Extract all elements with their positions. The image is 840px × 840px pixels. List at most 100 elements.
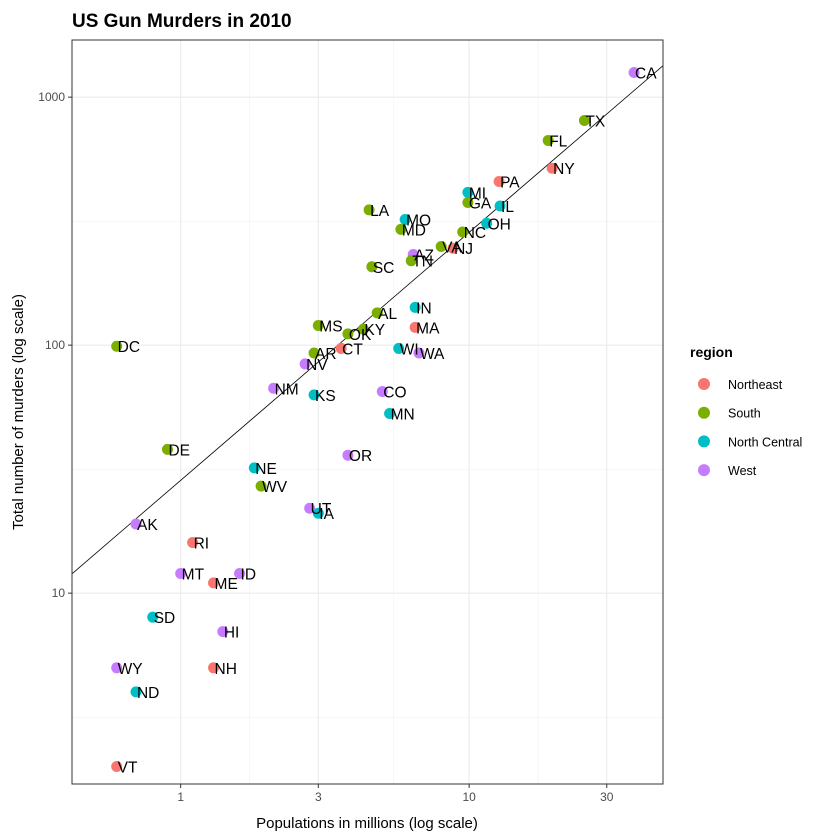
point-label-vt: VT: [118, 759, 138, 776]
data-point-va: [435, 240, 447, 252]
data-point-in: [409, 301, 421, 313]
point-label-nc: NC: [464, 225, 486, 242]
data-point-mi: [462, 186, 474, 198]
data-point-al: [371, 307, 383, 319]
point-label-va: VA: [442, 239, 462, 256]
data-point-hi: [217, 626, 229, 638]
point-label-la: LA: [370, 203, 390, 220]
data-point-oh: [481, 217, 493, 229]
x-tick-label: 1: [177, 790, 184, 804]
point-label-ny: NY: [553, 161, 575, 178]
data-point-ne: [248, 462, 260, 474]
data-point-mn: [384, 408, 396, 420]
data-point-id: [234, 568, 246, 580]
data-point-mo: [399, 214, 411, 226]
data-point-ms: [312, 320, 324, 332]
point-label-nm: NM: [275, 381, 299, 398]
data-point-wa: [413, 347, 425, 359]
x-tick-label: 30: [600, 790, 614, 804]
point-label-wi: WI: [400, 341, 419, 358]
point-label-id: ID: [241, 567, 256, 584]
legend-key-north-central: [698, 435, 710, 448]
point-label-wy: WY: [118, 661, 143, 678]
point-label-ca: CA: [635, 66, 657, 83]
reference-line-layer: [71, 65, 664, 575]
data-point-nh: [208, 662, 220, 674]
legend-label-northeast: Northeast: [728, 378, 783, 392]
data-point-ny: [546, 162, 558, 174]
data-point-wy: [111, 662, 123, 674]
data-point-ak: [130, 518, 142, 530]
point-label-mn: MN: [391, 407, 415, 424]
data-point-de: [161, 443, 173, 455]
x-tick-label: 3: [315, 790, 322, 804]
y-tick-label: 100: [45, 338, 65, 352]
data-point-ct: [335, 342, 347, 354]
data-point-vt: [111, 760, 123, 772]
data-point-sd: [147, 611, 159, 623]
point-label-md: MD: [402, 222, 426, 239]
data-point-tn: [405, 255, 417, 267]
point-label-wv: WV: [262, 479, 288, 496]
data-point-ri: [187, 537, 199, 549]
point-label-ut: UT: [311, 501, 332, 518]
legend-key-south: [698, 406, 710, 419]
x-axis-title: Populations in millions (log scale): [256, 815, 478, 832]
point-label-ak: AK: [137, 517, 158, 534]
point-label-in: IN: [416, 300, 432, 317]
data-point-or: [342, 449, 354, 461]
legend: region Northeast South North Central West: [690, 344, 802, 478]
points-layer: [111, 67, 640, 772]
legend-key-west: [698, 464, 710, 477]
point-label-ga: GA: [469, 196, 492, 213]
point-label-or: OR: [349, 448, 372, 465]
point-label-ri: RI: [194, 536, 210, 553]
data-point-il: [494, 200, 506, 212]
data-point-nc: [457, 226, 469, 238]
legend-key-northeast: [698, 378, 710, 390]
data-point-sc: [366, 261, 378, 273]
point-label-me: ME: [215, 576, 238, 593]
point-label-de: DE: [168, 442, 190, 459]
y-axis-title: Total number of murders (log scale): [10, 294, 27, 530]
data-point-ar: [308, 347, 320, 359]
data-point-ks: [308, 389, 320, 401]
data-point-ma: [409, 321, 421, 333]
data-point-wv: [255, 480, 267, 492]
point-label-ne: NE: [255, 461, 277, 478]
data-point-ia: [312, 507, 324, 519]
data-point-la: [363, 204, 375, 216]
reference-line: [71, 65, 664, 575]
data-point-pa: [493, 175, 505, 187]
data-point-nv: [299, 358, 311, 370]
point-label-pa: PA: [500, 174, 520, 191]
point-label-fl: FL: [549, 133, 567, 150]
point-label-mo: MO: [406, 213, 431, 230]
point-label-co: CO: [383, 385, 406, 402]
point-label-ks: KS: [315, 388, 336, 405]
chart-title: US Gun Murders in 2010: [72, 11, 292, 32]
point-label-nj: NJ: [454, 241, 473, 258]
grid-layer: [72, 40, 663, 784]
point-label-nv: NV: [306, 357, 328, 374]
data-point-co: [376, 386, 388, 398]
y-tick-label: 1000: [38, 90, 65, 104]
legend-title: region: [690, 344, 733, 360]
point-label-ma: MA: [416, 320, 440, 337]
data-point-md: [395, 223, 407, 235]
point-label-ky: KY: [364, 322, 385, 339]
point-label-ok: OK: [349, 327, 372, 344]
legend-label-north-central: North Central: [728, 435, 802, 449]
point-label-tn: TN: [412, 254, 433, 271]
data-point-fl: [542, 134, 554, 146]
data-point-ok: [342, 328, 354, 340]
point-label-ar: AR: [315, 346, 337, 363]
point-label-sd: SD: [154, 610, 176, 627]
data-point-ca: [628, 67, 640, 79]
y-tick-label: 10: [52, 586, 66, 600]
point-label-ct: CT: [342, 341, 363, 358]
point-label-mi: MI: [469, 185, 486, 202]
point-label-mt: MT: [182, 567, 205, 584]
data-point-mt: [175, 568, 187, 580]
